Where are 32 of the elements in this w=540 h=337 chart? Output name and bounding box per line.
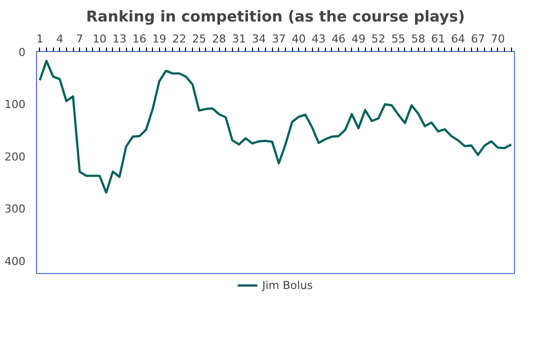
x-tick-label: 64: [451, 32, 466, 46]
x-tick-label: 67: [470, 32, 485, 46]
x-tick-label: 70: [490, 32, 505, 46]
y-tick-label: 200: [4, 150, 26, 164]
legend-label: Jim Bolus: [262, 278, 313, 292]
x-tick-label: 28: [212, 32, 226, 46]
x-tick-label: 7: [76, 32, 84, 46]
chart-title: Ranking in competition (as the course plays): [86, 8, 465, 26]
y-tick-label: 400: [4, 254, 26, 268]
x-tick-label: 52: [371, 32, 386, 46]
x-tick-label: 31: [232, 32, 246, 46]
y-tick-label: 0: [18, 46, 26, 59]
x-tick-label: 49: [351, 32, 366, 46]
x-tick-label: 34: [252, 32, 266, 46]
x-tick-label: 43: [312, 32, 326, 46]
x-tick-label: 37: [272, 32, 286, 46]
x-tick-label: 4: [56, 32, 64, 46]
y-tick-label: 100: [4, 98, 26, 112]
x-tick-label: 1: [36, 32, 44, 46]
x-tick-label: 61: [431, 32, 446, 46]
x-tick-label: 22: [172, 32, 186, 46]
x-tick-label: 13: [112, 32, 126, 46]
x-tick-label: 46: [332, 32, 346, 46]
x-tick-label: 16: [132, 32, 146, 46]
line-series: [38, 60, 512, 194]
x-tick-label: 55: [391, 32, 406, 46]
x-tick-label: 10: [92, 32, 107, 46]
x-tick-label: 19: [152, 32, 166, 46]
x-tick-label: 40: [292, 32, 306, 46]
y-tick-label: 300: [4, 202, 26, 216]
x-tick-label: 58: [411, 32, 426, 46]
x-tick-label: 25: [192, 32, 206, 46]
